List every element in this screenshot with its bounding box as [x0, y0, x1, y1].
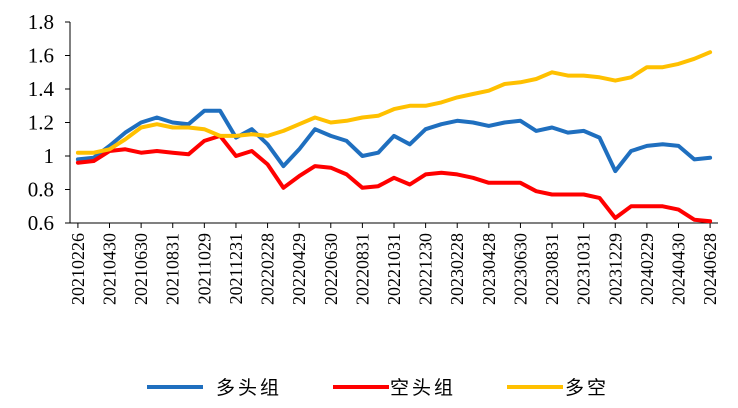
legend-label: 空头组: [390, 377, 456, 399]
series-line: [75, 108, 713, 174]
x-tick-label: 20210630: [131, 233, 151, 305]
x-tick-label: 20210430: [100, 233, 120, 305]
x-tick-label: 20211029: [194, 233, 214, 304]
series-line: [75, 133, 713, 224]
legend: 多头组 空头组 多空: [147, 377, 609, 399]
legend-label: 多头组: [216, 377, 282, 399]
y-axis: 0.6 0.8 1 1.2 1.4 1.6 1.8: [28, 10, 71, 235]
x-tick-label: 20221031: [384, 233, 404, 305]
y-tick-label: 0.8: [28, 178, 54, 202]
x-tick-label: 20210831: [163, 233, 183, 305]
x-tick-label: 20220429: [289, 233, 309, 305]
series-line: [75, 50, 713, 155]
legend-label: 多空: [565, 377, 609, 399]
y-tick-label: 1.2: [28, 111, 54, 135]
x-tick-label: 20220630: [321, 233, 341, 305]
x-tick-label: 20211231: [226, 233, 246, 304]
y-tick-label: 1.6: [28, 44, 54, 68]
x-tick-label: 20210226: [68, 233, 88, 305]
y-tick-label: 1: [44, 144, 55, 168]
x-tick-label: 20230228: [447, 233, 467, 305]
x-tick-label: 20230428: [479, 233, 499, 305]
x-axis: 20210226 20210430 20210630 20210831 20211029…: [68, 222, 720, 305]
y-tick-label: 1.8: [28, 10, 54, 34]
x-tick-label: 20230630: [510, 233, 530, 305]
x-tick-label: 20221230: [416, 233, 436, 305]
series-lines: [75, 50, 713, 224]
y-tick-label: 0.6: [28, 211, 54, 235]
x-tick-label: 20240430: [668, 233, 688, 305]
x-tick-label: 20231229: [605, 233, 625, 305]
x-tick-label: 20230831: [542, 233, 562, 305]
x-tick-label: 20231031: [574, 233, 594, 305]
x-tick-label: 20240628: [700, 233, 720, 305]
x-tick-label: 20240229: [637, 233, 657, 305]
y-tick-label: 1.4: [28, 77, 55, 101]
x-tick-label: 20220228: [258, 233, 278, 305]
x-tick-label: 20220831: [352, 233, 372, 305]
